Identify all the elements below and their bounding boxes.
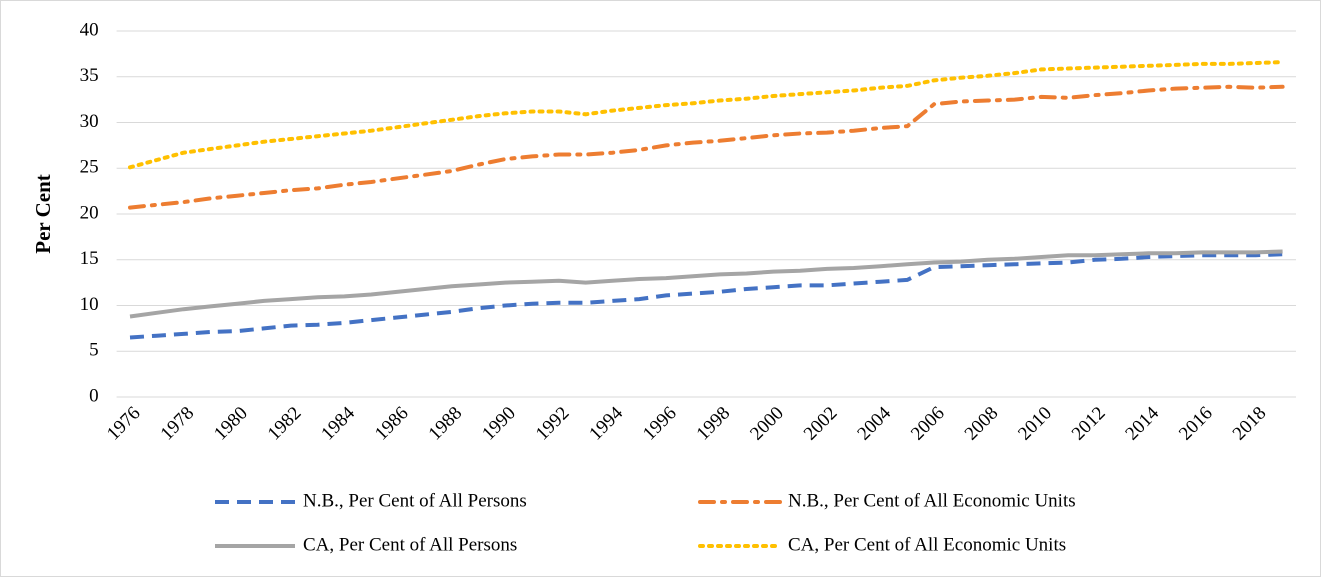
- y-tick-label: 5: [89, 340, 99, 361]
- line: [129, 252, 1283, 340]
- y-tick-label: 10: [80, 294, 99, 315]
- y-axis-label: Per Cent: [31, 174, 55, 254]
- y-tick-label: 40: [80, 19, 99, 40]
- y-tick-label: 0: [89, 385, 99, 406]
- legend-label: CA, Per Cent of All Persons: [303, 534, 517, 555]
- y-tick-label: 20: [80, 202, 99, 223]
- y-tick-label: 25: [80, 157, 99, 178]
- line: [129, 249, 1283, 319]
- legend-label: N.B., Per Cent of All Economic Units: [788, 490, 1076, 511]
- line: [128, 60, 1285, 170]
- y-tick-label: 15: [80, 248, 99, 269]
- legend-label: N.B., Per Cent of All Persons: [303, 490, 527, 511]
- y-tick-label: 30: [80, 111, 99, 132]
- y-tick-label: 35: [80, 65, 99, 86]
- legend-label: CA, Per Cent of All Economic Units: [788, 534, 1066, 555]
